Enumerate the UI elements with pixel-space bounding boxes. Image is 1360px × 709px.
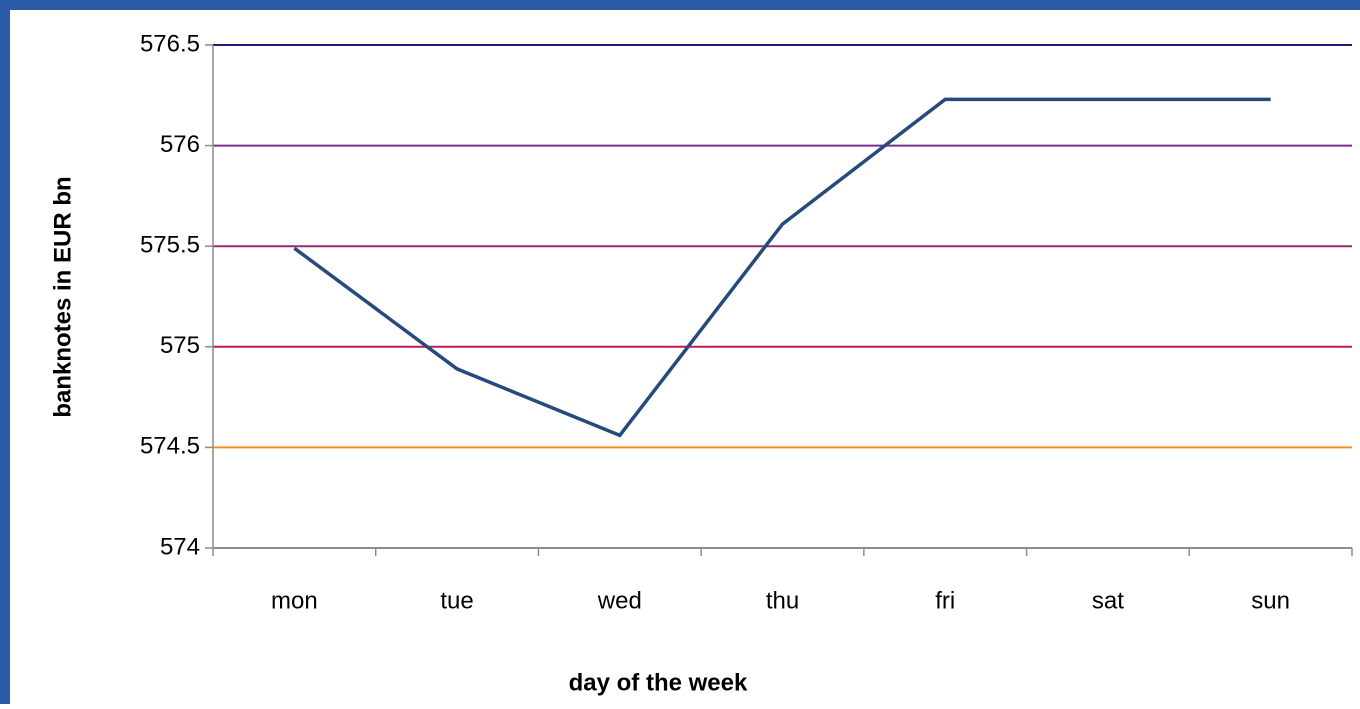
- y-axis-label: banknotes in EUR bn: [49, 176, 76, 417]
- x-tick-label: sat: [1092, 587, 1124, 614]
- x-tick-label: wed: [597, 587, 642, 614]
- x-tick-label: thu: [766, 587, 799, 614]
- x-axis-label: day of the week: [569, 669, 748, 696]
- x-tick-label: fri: [935, 587, 955, 614]
- y-tick-label: 575: [160, 332, 200, 359]
- y-tick-label: 576.5: [140, 30, 200, 57]
- x-tick-label: sun: [1251, 587, 1290, 614]
- y-tick-label: 575.5: [140, 232, 200, 259]
- y-tick-label: 574.5: [140, 433, 200, 460]
- line-series: [293, 97, 1271, 438]
- y-tick-label: 576: [160, 131, 200, 158]
- y-tick-label: 574: [160, 533, 200, 560]
- x-tick-label: mon: [271, 587, 318, 614]
- panel: [10, 10, 1360, 704]
- x-tick-label: tue: [440, 587, 473, 614]
